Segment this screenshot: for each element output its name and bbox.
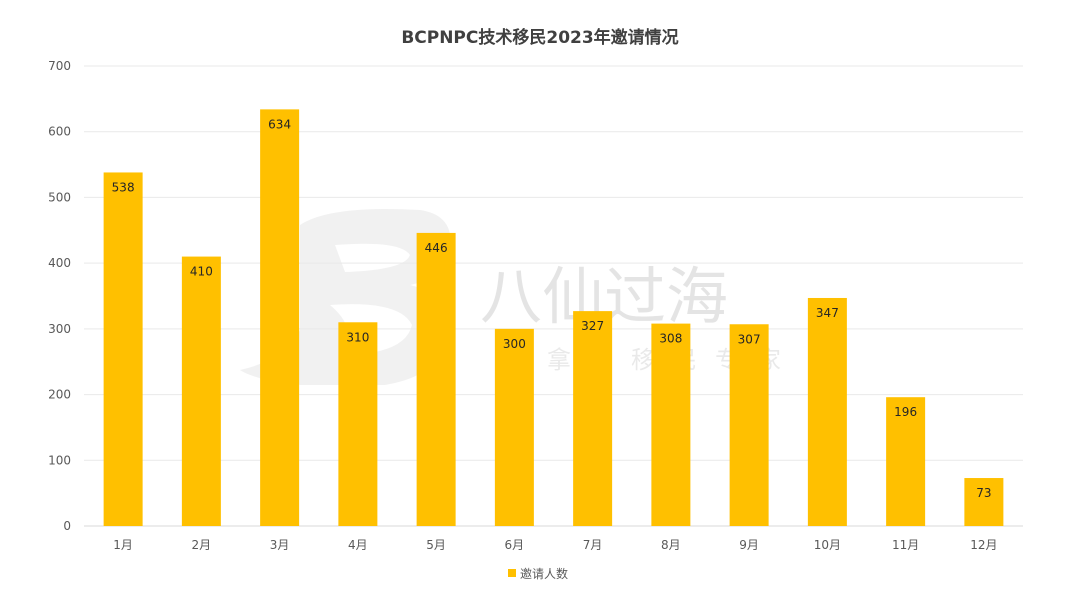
data-label: 327 [581, 319, 604, 333]
chart-title: BCPNPC技术移民2023年邀请情况 [401, 27, 678, 48]
data-label: 347 [816, 306, 839, 320]
legend: 邀请人数 [508, 566, 568, 581]
data-label: 73 [976, 486, 991, 500]
bar [807, 297, 847, 526]
bar [964, 478, 1004, 526]
data-label: 634 [268, 117, 291, 131]
bar [338, 322, 378, 526]
x-tick-label: 5月 [426, 538, 446, 552]
data-label: 538 [112, 180, 135, 194]
y-tick-label: 500 [48, 190, 71, 204]
bar [181, 256, 221, 526]
data-label: 410 [190, 265, 213, 279]
gridlines [84, 65, 1023, 527]
bar [651, 323, 691, 526]
x-tick-label: 9月 [739, 538, 759, 552]
bar [103, 172, 143, 526]
x-tick-label: 12月 [970, 538, 997, 552]
y-tick-label: 200 [48, 388, 71, 402]
bar [494, 328, 534, 526]
data-label: 310 [346, 330, 369, 344]
x-tick-label: 8月 [661, 538, 681, 552]
legend-label: 邀请人数 [520, 566, 568, 581]
x-tick-label: 4月 [348, 538, 368, 552]
x-tick-label: 7月 [583, 538, 603, 552]
x-tick-label: 2月 [192, 538, 212, 552]
data-label: 300 [503, 337, 526, 351]
data-label: 307 [738, 332, 761, 346]
bar [260, 109, 300, 526]
y-tick-label: 700 [48, 59, 71, 73]
data-labels: 538 410 634 310 446 300 327 308 307 347 196 73 [112, 117, 992, 500]
bar [416, 232, 456, 526]
bars [103, 109, 1004, 526]
y-tick-label: 400 [48, 256, 71, 270]
x-tick-label: 6月 [505, 538, 525, 552]
x-tick-label: 10月 [814, 538, 841, 552]
y-tick-label: 100 [48, 453, 71, 467]
legend-swatch [508, 569, 516, 577]
y-tick-label: 0 [63, 519, 71, 533]
x-tick-label: 3月 [270, 538, 290, 552]
y-tick-label: 600 [48, 125, 71, 139]
y-axis: 0 100 200 300 400 500 600 700 [48, 59, 71, 533]
bar [886, 397, 926, 526]
x-axis: 1月 2月 3月 4月 5月 6月 7月 8月 9月 10月 11月 12月 [113, 538, 997, 552]
bar [729, 324, 769, 526]
x-tick-label: 11月 [892, 538, 919, 552]
data-label: 196 [894, 405, 917, 419]
y-tick-label: 300 [48, 322, 71, 336]
data-label: 308 [659, 332, 682, 346]
bar [573, 311, 613, 526]
data-label: 446 [425, 241, 448, 255]
x-tick-label: 1月 [113, 538, 133, 552]
